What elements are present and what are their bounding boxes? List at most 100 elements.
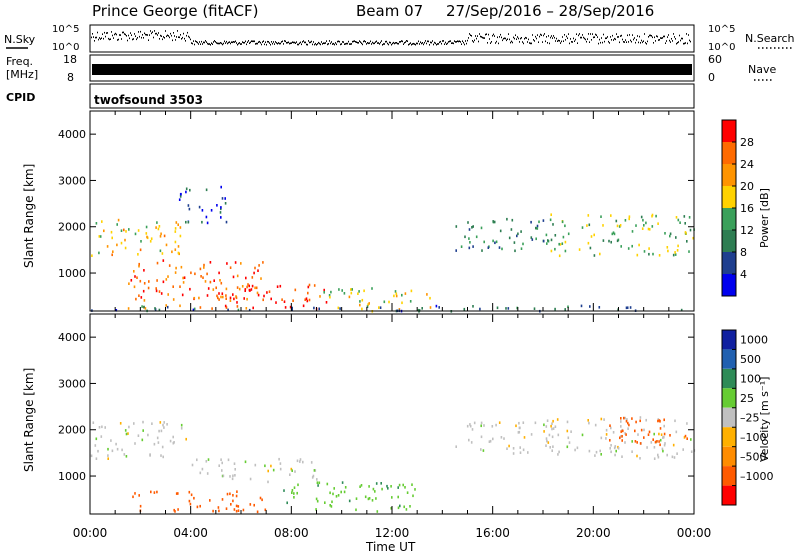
heatmap-cell-velocity [314,469,317,472]
heatmap-cell-velocity [623,416,625,420]
noise-trace [91,30,691,46]
heatmap-cell-power [211,307,213,310]
heatmap-cell-velocity [471,428,474,431]
heatmap-cell-power [487,246,490,249]
heatmap-cell-power [103,229,105,233]
heatmap-cell-velocity [299,458,302,461]
heatmap-cell-velocity [686,422,688,425]
heatmap-cell-power [538,220,540,224]
heatmap-cell-power [225,220,228,224]
time-axis: 00:00 04:00 08:00 12:00 16:00 20:00 00:00 [73,526,712,540]
heatmap-cell-velocity [326,482,329,486]
heatmap-cell-power [134,232,137,236]
heatmap-cell-power [313,306,315,310]
velocity-colorbar-swatch [722,368,736,389]
heatmap-cell-velocity [158,429,160,433]
heatmap-cell-power [463,307,466,311]
heatmap-cell-power [216,204,218,207]
heatmap-cell-velocity [371,499,374,502]
heatmap-cell-velocity [654,440,657,444]
heatmap-cell-velocity [552,445,554,448]
heatmap-cell-velocity [570,430,572,433]
heatmap-cell-power [160,232,162,236]
velocity-colorbar-swatch [722,349,736,369]
heatmap-cell-velocity [333,487,335,490]
heatmap-cell-power [586,224,588,227]
heatmap-cell-velocity [221,469,223,472]
heatmap-cell-power [162,280,165,284]
heatmap-cell-power [359,303,361,307]
heatmap-cell-power [559,243,562,246]
heatmap-cell-velocity [196,458,198,462]
heatmap-cell-velocity [159,421,162,424]
heatmap-cell-power [291,306,293,310]
heatmap-cell-power [536,224,539,228]
heatmap-cell-velocity [162,423,164,427]
heatmap-cell-power [188,207,191,211]
heatmap-cell-velocity [664,442,666,445]
heatmap-cell-power [235,296,238,300]
heatmap-cell-power [492,239,494,243]
heatmap-cell-power [135,297,137,301]
heatmap-cell-power [395,294,398,298]
heatmap-cell-power [438,306,440,309]
heatmap-cell-velocity [139,504,142,508]
heatmap-cell-power [241,285,244,288]
heatmap-cell-power [688,250,690,253]
heatmap-cell-velocity [600,417,603,421]
heatmap-cell-power [472,245,474,248]
heatmap-cell-velocity [201,467,204,471]
heatmap-cell-velocity [624,432,626,435]
heatmap-cell-power [225,287,228,291]
heatmap-cell-velocity [690,450,693,453]
heatmap-cell-power [205,188,208,192]
heatmap-cell-power [174,248,177,251]
heatmap-cell-power [558,254,561,258]
heatmap-cell-velocity [500,436,503,439]
heatmap-cell-velocity [360,484,363,487]
heatmap-cell-power [567,305,569,309]
heatmap-cell-velocity [209,499,211,502]
heatmap-cell-velocity [613,446,616,450]
heatmap-cell-velocity [256,510,259,514]
heatmap-cell-velocity [543,430,545,433]
heatmap-cell-velocity [293,492,295,495]
heatmap-cell-power [210,209,213,212]
heatmap-cell-power [561,220,564,224]
heatmap-cell-velocity [482,449,485,452]
xtick-label: 12:00 [375,526,410,540]
heatmap-cell-velocity [480,435,483,439]
heatmap-cell-velocity [153,442,156,446]
heatmap-cell-velocity [574,448,576,452]
heatmap-cell-velocity [316,499,319,503]
heatmap-cell-power [674,251,676,254]
heatmap-cell-velocity [317,484,319,487]
heatmap-cell-power [143,282,146,285]
heatmap-cell-power [140,296,143,299]
power-colorbar-tick-label: 4 [740,268,747,281]
heatmap-cell-power [291,308,293,311]
heatmap-cell-power [651,225,654,228]
heatmap-cell-velocity [605,433,608,436]
heatmap-cell-power [156,261,159,265]
heatmap-cell-velocity [391,496,393,499]
heatmap-cell-power [323,291,325,294]
heatmap-cell-power [642,218,644,222]
heatmap-cell-power [628,215,631,218]
power-panel-frame [89,110,695,312]
heatmap-cell-power [198,205,201,209]
heatmap-cell-power [469,241,471,244]
heatmap-cell-power [677,218,680,222]
heatmap-cell-power [564,224,566,228]
heatmap-cell-power [292,299,294,302]
heatmap-cell-velocity [163,421,165,424]
heatmap-cell-power [513,241,516,244]
heatmap-cell-velocity [264,464,266,468]
power-colorbar-tick-label: 8 [740,246,747,259]
heatmap-cell-power [120,241,123,245]
heatmap-cell-velocity [648,430,651,434]
heatmap-cell-power [496,306,499,310]
heatmap-cell-velocity [374,490,376,493]
heatmap-cell-velocity [156,490,158,494]
